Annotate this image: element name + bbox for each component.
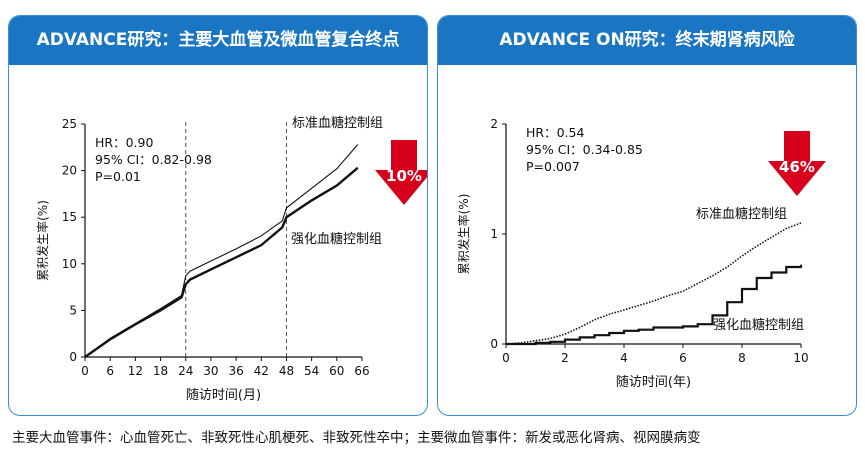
x-axis-label: 随访时间(年)	[616, 375, 691, 390]
annotation-top: 标准血糖控制组	[696, 206, 787, 222]
reduction-arrow	[375, 140, 427, 205]
x-tick-label: 30	[203, 364, 218, 378]
x-tick-label: 42	[254, 364, 269, 378]
y-tick-label: 10	[62, 257, 77, 271]
y-tick-label: 5	[69, 303, 77, 317]
x-axis-label: 随访时间(月)	[186, 388, 261, 403]
chart-advance-on: 0 2 4 6 8 10 0 1 2 随访时间(年) 累积发生率(%) HR：0.54 95% CI：0…	[456, 117, 826, 390]
stat-text: 95% CI：0.82-0.98	[95, 152, 212, 167]
x-tick-label: 0	[502, 351, 510, 365]
reduction-label: 46%	[779, 158, 815, 176]
y-tick-label: 1	[490, 227, 498, 241]
stat-text: P=0.007	[526, 159, 580, 174]
stat-text: HR：0.54	[526, 125, 584, 140]
y-tick-label: 2	[490, 117, 498, 131]
annotation-top: 标准血糖控制组	[292, 115, 383, 131]
reduction-arrow	[768, 131, 826, 196]
annotation-bottom: 强化血糖控制组	[713, 317, 804, 333]
x-tick-label: 6	[679, 351, 687, 365]
x-tick-label: 4	[620, 351, 628, 365]
panel-header-advance: ADVANCE研究：主要大血管及微血管复合终点	[9, 16, 427, 65]
series-line	[506, 264, 803, 346]
annotation-bottom: 强化血糖控制组	[291, 231, 382, 247]
series-line	[84, 166, 359, 358]
footnote: 主要大血管事件：心血管死亡、非致死性心肌梗死、非致死性卒中；主要微血管事件：新发…	[12, 430, 701, 446]
x-tick-label: 8	[738, 351, 746, 365]
stat-text: 95% CI：0.34-0.85	[526, 142, 643, 157]
x-tick-label: 60	[329, 364, 344, 378]
x-tick-label: 0	[81, 364, 89, 378]
stat-text: P=0.01	[95, 169, 141, 184]
panel-advance-on: ADVANCE ON研究：终末期肾病风险 0 2 4 6 8 10 0 1 2 随访时间(年) 累积…	[437, 15, 857, 416]
x-tick-label: 54	[304, 364, 319, 378]
x-tick-label: 6	[106, 364, 114, 378]
y-tick-label: 20	[62, 164, 77, 178]
y-tick-label: 15	[62, 210, 77, 224]
panel-advance: ADVANCE研究：主要大血管及微血管复合终点 0 6 12 18 24 30 36 42 48…	[8, 15, 428, 416]
x-tick-label: 12	[128, 364, 143, 378]
x-tick-label: 36	[228, 364, 243, 378]
stat-text: HR：0.90	[95, 135, 153, 150]
x-tick-label: 10	[793, 351, 808, 365]
x-tick-label: 2	[561, 351, 569, 365]
chart-advance: 0 6 12 18 24 30 36 42 48 54 60 66 0 5 10 15 20 25 随访时间(月) 累…	[35, 115, 427, 403]
panel-header-advance-on: ADVANCE ON研究：终末期肾病风险	[438, 16, 856, 65]
x-tick-label: 66	[354, 364, 369, 378]
y-tick-label: 25	[62, 117, 77, 131]
y-axis-label: 累积发生率(%)	[35, 200, 50, 281]
reduction-label: 10%	[386, 167, 422, 185]
x-tick-label: 18	[153, 364, 168, 378]
y-tick-label: 0	[490, 337, 498, 351]
y-tick-label: 0	[69, 350, 77, 364]
x-tick-label: 24	[178, 364, 193, 378]
y-axis-label: 累积发生率(%)	[456, 194, 471, 275]
x-tick-label: 48	[279, 364, 294, 378]
